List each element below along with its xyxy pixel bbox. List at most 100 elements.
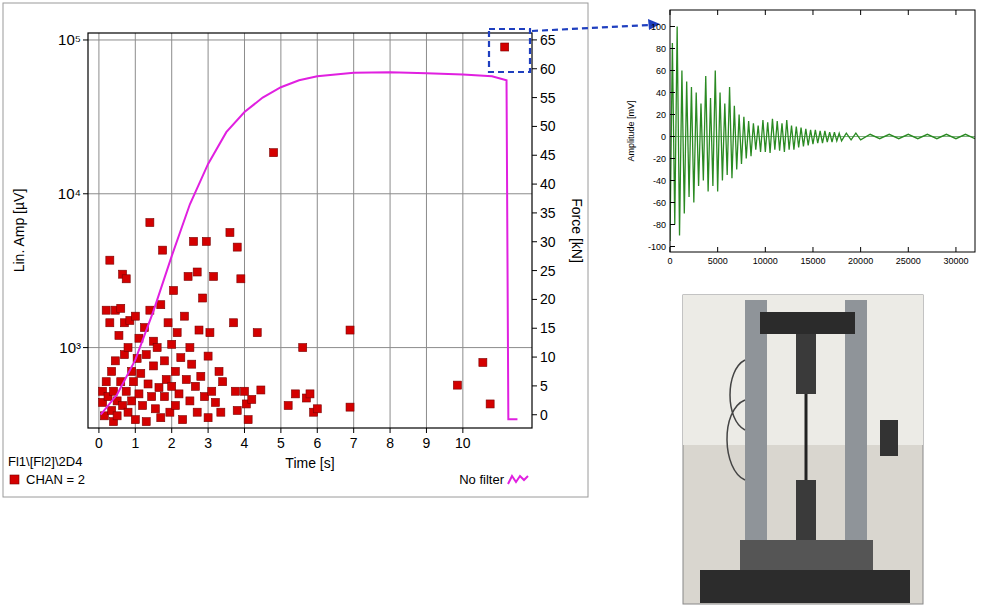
scatter-point <box>115 331 123 339</box>
scatter-point <box>346 403 354 411</box>
y-tick-label: 10⁴ <box>58 185 81 202</box>
y2-tick <box>532 126 537 127</box>
y-tick <box>670 202 675 203</box>
y2-tick-label: 5 <box>540 378 548 394</box>
y2-axis-title: Force [kN] <box>569 198 585 263</box>
y2-tick <box>532 212 537 213</box>
inset-data <box>670 27 975 242</box>
scatter-point <box>122 387 130 395</box>
x-tick-label: 2 <box>168 435 176 451</box>
scatter-point <box>155 384 163 392</box>
x-tick <box>171 428 172 433</box>
y2-tick-label: 0 <box>540 407 548 423</box>
scatter-point <box>124 344 132 352</box>
y-tick <box>670 224 675 225</box>
scatter-point <box>124 408 132 416</box>
scatter-point <box>191 382 199 390</box>
x-tick-label: 20000 <box>848 256 873 266</box>
scatter-point <box>248 395 256 403</box>
scatter-point <box>164 319 172 327</box>
scatter-point <box>111 357 119 365</box>
y2-tick <box>532 299 537 300</box>
scatter-point <box>193 408 201 416</box>
scatter-point <box>208 387 216 395</box>
x-tick <box>908 247 909 252</box>
scatter-point <box>270 149 278 157</box>
x-tick-label: 15000 <box>800 256 825 266</box>
y2-tick <box>532 328 537 329</box>
plot-data <box>99 43 518 426</box>
x-tick <box>280 428 281 433</box>
x-tick <box>860 10 861 15</box>
scatter-point <box>204 352 212 360</box>
x-tick <box>462 428 463 433</box>
scatter-point <box>346 326 354 334</box>
y-axis-title: Amplitude [mV] <box>626 100 636 161</box>
y2-tick-label: 20 <box>540 291 556 307</box>
y-tick-label: -80 <box>653 220 666 230</box>
legend-swatch <box>508 476 528 484</box>
photo-grip <box>796 334 816 394</box>
x-tick-label: 25000 <box>896 256 921 266</box>
scatter-point <box>102 306 110 314</box>
y2-tick-label: 30 <box>540 234 556 250</box>
scatter-point <box>306 390 314 398</box>
zero-line <box>670 136 975 137</box>
x-tick-label: 3 <box>204 435 212 451</box>
y-tick <box>83 347 88 348</box>
scatter-point <box>170 287 178 295</box>
scatter-point <box>168 382 176 390</box>
y-tick <box>83 39 88 40</box>
scatter-point <box>501 43 509 51</box>
scatter-point <box>171 367 179 375</box>
x-tick-label: 1 <box>131 435 139 451</box>
y2-tick-label: 65 <box>540 32 556 48</box>
y-tick-label: 40 <box>656 88 666 98</box>
waveform-line <box>670 27 975 242</box>
scatter-point <box>131 312 139 320</box>
highlight-box <box>489 29 530 72</box>
y-tick-label: 100 <box>651 22 666 32</box>
photo-placeholder <box>683 295 923 604</box>
y2-tick <box>532 385 537 386</box>
scatter-point <box>180 312 188 320</box>
scatter-point <box>479 358 487 366</box>
y2-tick-label: 40 <box>540 176 556 192</box>
scatter-point <box>299 344 307 352</box>
scatter-point <box>244 416 252 424</box>
y-axis-title: Lin. Amp [µV] <box>11 189 27 273</box>
scatter-point <box>195 326 203 334</box>
x-tick <box>670 10 671 15</box>
grid-line <box>390 33 391 428</box>
legend-label: No filter <box>459 472 504 487</box>
x-tick <box>426 428 427 433</box>
y-tick-label: -40 <box>653 176 666 186</box>
scatter-point <box>102 378 110 386</box>
scatter-point <box>190 237 198 245</box>
y-tick <box>83 193 88 194</box>
y2-tick <box>532 39 537 40</box>
scatter-point <box>210 272 218 280</box>
y-tick <box>670 26 675 27</box>
y2-tick <box>532 97 537 98</box>
x-tick <box>860 247 861 252</box>
force-line <box>101 72 518 419</box>
scatter-point <box>153 344 161 352</box>
scatter-point <box>188 360 196 368</box>
y2-tick-label: 10 <box>540 349 556 365</box>
x-tick-label: 9 <box>423 435 431 451</box>
grid-line <box>353 33 354 428</box>
scatter-point <box>226 229 234 237</box>
y2-tick <box>532 270 537 271</box>
scatter-point <box>148 393 156 401</box>
scatter-point <box>253 329 261 337</box>
y2-tick <box>532 184 537 185</box>
x-tick <box>135 428 136 433</box>
scatter-point <box>217 408 225 416</box>
legend-label: CHAN = 2 <box>26 472 85 487</box>
y2-tick <box>532 68 537 69</box>
y-tick <box>670 136 675 137</box>
scatter-point <box>128 397 136 405</box>
grid-line <box>88 193 532 194</box>
scatter-point <box>211 398 219 406</box>
